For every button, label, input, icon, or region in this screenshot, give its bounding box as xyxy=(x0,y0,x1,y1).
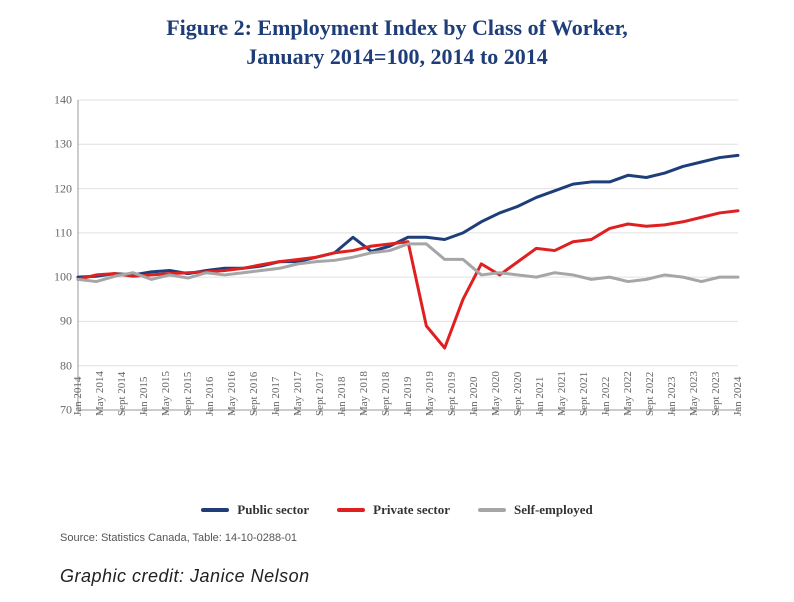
x-axis-label: Jan 2018 xyxy=(336,377,348,416)
x-axis-label: Jan 2019 xyxy=(402,377,414,416)
legend-item: Public sector xyxy=(201,502,309,518)
legend-label: Public sector xyxy=(237,502,309,518)
x-axis-label: Sept 2017 xyxy=(314,372,326,416)
x-axis-label: Jan 2021 xyxy=(534,377,546,416)
x-axis-label: Sept 2023 xyxy=(710,372,722,416)
x-axis-label: May 2018 xyxy=(358,371,370,416)
source-note: Source: Statistics Canada, Table: 14-10-… xyxy=(60,532,297,544)
x-axis-label: Jan 2024 xyxy=(732,377,744,416)
x-axis-label: May 2015 xyxy=(160,371,172,416)
graphic-credit: Graphic credit: Janice Nelson xyxy=(60,566,310,587)
x-axis-label: May 2021 xyxy=(556,371,568,416)
x-axis-label: May 2016 xyxy=(226,371,238,416)
x-axis-label: May 2023 xyxy=(688,371,700,416)
x-axis-label: Sept 2016 xyxy=(248,372,260,416)
series-line xyxy=(78,244,738,282)
chart-title-line2: January 2014=100, 2014 to 2014 xyxy=(0,43,794,72)
x-axis-label: Sept 2021 xyxy=(578,372,590,416)
series-line xyxy=(78,155,738,277)
y-axis-label: 80 xyxy=(42,358,72,373)
x-axis-label: Sept 2019 xyxy=(446,372,458,416)
legend-item: Self-employed xyxy=(478,502,593,518)
x-axis-label: Jan 2016 xyxy=(204,377,216,416)
legend-swatch xyxy=(201,508,229,512)
legend-swatch xyxy=(478,508,506,512)
y-axis-label: 90 xyxy=(42,314,72,329)
x-axis-label: Sept 2015 xyxy=(182,372,194,416)
chart-title: Figure 2: Employment Index by Class of W… xyxy=(0,14,794,71)
x-axis-label: Jan 2017 xyxy=(270,377,282,416)
legend-label: Private sector xyxy=(373,502,450,518)
plot-area: 708090100110120130140Jan 2014May 2014Sep… xyxy=(78,100,738,410)
y-axis-label: 70 xyxy=(42,403,72,418)
legend-swatch xyxy=(337,508,365,512)
chart-svg xyxy=(78,100,738,410)
x-axis-label: Sept 2020 xyxy=(512,372,524,416)
x-axis-label: Jan 2015 xyxy=(138,377,150,416)
y-axis-label: 130 xyxy=(42,137,72,152)
x-axis-label: Jan 2014 xyxy=(72,377,84,416)
x-axis-label: Jan 2023 xyxy=(666,377,678,416)
x-axis-label: May 2022 xyxy=(622,371,634,416)
y-axis-label: 120 xyxy=(42,181,72,196)
x-axis-label: May 2014 xyxy=(94,371,106,416)
x-axis-label: May 2020 xyxy=(490,371,502,416)
y-axis-label: 140 xyxy=(42,93,72,108)
x-axis-label: Sept 2022 xyxy=(644,372,656,416)
legend: Public sector Private sector Self-employed xyxy=(0,500,794,518)
chart-title-line1: Figure 2: Employment Index by Class of W… xyxy=(166,15,628,40)
legend-item: Private sector xyxy=(337,502,450,518)
legend-label: Self-employed xyxy=(514,502,593,518)
employment-index-chart: Figure 2: Employment Index by Class of W… xyxy=(0,0,794,602)
x-axis-label: Sept 2014 xyxy=(116,372,128,416)
x-axis-label: Jan 2022 xyxy=(600,377,612,416)
y-axis-label: 100 xyxy=(42,270,72,285)
x-axis-label: May 2019 xyxy=(424,371,436,416)
y-axis-label: 110 xyxy=(42,225,72,240)
x-axis-label: May 2017 xyxy=(292,371,304,416)
x-axis-label: Sept 2018 xyxy=(380,372,392,416)
x-axis-label: Jan 2020 xyxy=(468,377,480,416)
